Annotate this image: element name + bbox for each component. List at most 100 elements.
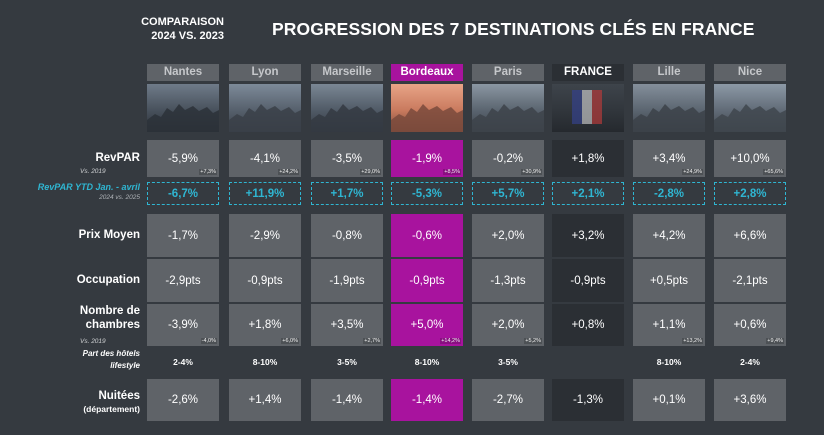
cell-prix-lyon: -2,9% [229,214,301,257]
cell-ytd-nice: +2,8% [714,182,786,205]
vs-2019-label-revpar: Vs. 2019 [80,168,106,175]
column-header-lyon: Lyon [229,64,301,81]
comparison-line-1: COMPARAISON [141,16,224,28]
cell-chambres_2019-paris: +5,2% [524,338,542,344]
column-header-nantes: Nantes [147,64,219,81]
cell-revpar_2019-bordeaux: +8,5% [443,169,461,175]
cell-chambres-paris: +2,0% +5,2% [472,304,544,346]
city-photo-bordeaux [391,84,463,132]
cell-revpar_2019-marseille: +29,0% [360,169,381,175]
cell-occupation-bordeaux: -0,9pts [391,259,463,302]
cell-chambres-lille: +1,1% +13,2% [633,304,705,346]
cell-nuitees-nantes: -2,6% [147,379,219,421]
cell-ytd-bordeaux: -5,3% [391,182,463,205]
column-header-marseille: Marseille [311,64,383,81]
row-label-lifestyle-1: Part des hôtels [82,349,140,358]
row-label-revpar: RevPAR [95,152,140,164]
row-label-ytd: RevPAR YTD Jan. - avril [37,182,140,192]
comparison-label: COMPARAISON 2024 VS. 2023 [120,15,224,43]
cell-occupation-nice: -2,1pts [714,259,786,302]
cell-revpar-lyon: -4,1% +24,2% [229,140,301,177]
cell-chambres-france: +0,8% [552,304,624,346]
cell-chambres_2019-nantes: -4,0% [200,338,217,344]
cell-revpar-marseille: -3,5% +29,0% [311,140,383,177]
cell-lifestyle-lyon: 8-10% [252,357,278,367]
cell-revpar-nantes: -5,9% +7,3% [147,140,219,177]
cell-revpar_2019-lyon: +24,2% [278,169,299,175]
cell-nuitees-paris: -2,7% [472,379,544,421]
cell-occupation-paris: -1,3pts [472,259,544,302]
cell-revpar-paris: -0,2% +30,9% [472,140,544,177]
cell-lifestyle-bordeaux: 8-10% [414,357,440,367]
cell-prix-lille: +4,2% [633,214,705,257]
row-label-chambres-2: chambres [85,319,140,331]
column-header-nice: Nice [714,64,786,81]
city-photo-france [552,84,624,132]
cell-chambres_2019-lyon: +6,0% [281,338,299,344]
cell-prix-france: +3,2% [552,214,624,257]
city-photo-lille [633,84,705,132]
cell-nuitees-marseille: -1,4% [311,379,383,421]
cell-chambres-nantes: -3,9% -4,0% [147,304,219,346]
cell-ytd-france: +2,1% [552,182,624,205]
column-header-lille: Lille [633,64,705,81]
column-header-bordeaux: Bordeaux [391,64,463,81]
row-label-lifestyle-2: lifestyle [110,361,140,370]
cell-lifestyle-nantes: 2-4% [173,357,193,367]
page-title: PROGRESSION DES 7 DESTINATIONS CLÉS EN F… [272,19,755,39]
cell-chambres-marseille: +3,5% +2,7% [311,304,383,346]
cell-nuitees-france: -1,3% [552,379,624,421]
cell-ytd-lille: -2,8% [633,182,705,205]
row-label-nuitees-sub: (département) [83,404,140,414]
cell-chambres_2019-nice: +9,4% [766,338,784,344]
cell-revpar_2019-nantes: +7,3% [199,169,217,175]
city-photo-nice [714,84,786,132]
vs-2019-label-chambres: Vs. 2019 [80,338,106,345]
row-label-chambres-1: Nombre de [79,305,140,317]
row-label-ytd-sub: 2024 vs. 2025 [99,194,140,201]
cell-ytd-marseille: +1,7% [311,182,383,205]
cell-chambres-bordeaux: +5,0% +14,2% [391,304,463,346]
cell-ytd-nantes: -6,7% [147,182,219,205]
cell-revpar-france: +1,8% [552,140,624,177]
cell-revpar_2019-lille: +24,9% [682,169,703,175]
cell-nuitees-bordeaux: -1,4% [391,379,463,421]
cell-chambres_2019-bordeaux: +14,2% [440,338,461,344]
cell-lifestyle-nice: 2-4% [740,357,760,367]
cell-occupation-france: -0,9pts [552,259,624,302]
comparison-line-2: 2024 VS. 2023 [151,30,224,42]
cell-lifestyle-paris: 3-5% [498,357,518,367]
cell-occupation-nantes: -2,9pts [147,259,219,302]
cell-chambres_2019-marseille: +2,7% [363,338,381,344]
column-header-paris: Paris [472,64,544,81]
cell-occupation-lille: +0,5pts [633,259,705,302]
column-header-france: FRANCE [552,64,624,81]
cell-nuitees-lille: +0,1% [633,379,705,421]
cell-chambres-nice: +0,6% +9,4% [714,304,786,346]
row-label-nuitees: Nuitées [98,390,140,402]
cell-lifestyle-lille: 8-10% [656,357,682,367]
cell-occupation-marseille: -1,9pts [311,259,383,302]
cell-nuitees-nice: +3,6% [714,379,786,421]
row-label-occupation: Occupation [76,274,140,286]
city-photo-marseille [311,84,383,132]
cell-revpar_2019-paris: +30,9% [521,169,542,175]
cell-lifestyle-marseille: 3-5% [337,357,357,367]
cell-chambres_2019-lille: +13,2% [682,338,703,344]
cell-chambres-lyon: +1,8% +6,0% [229,304,301,346]
cell-ytd-paris: +5,7% [472,182,544,205]
cell-nuitees-lyon: +1,4% [229,379,301,421]
cell-revpar-nice: +10,0% +65,6% [714,140,786,177]
cell-ytd-lyon: +11,9% [229,182,301,205]
cell-revpar_2019-nice: +65,6% [763,169,784,175]
city-photo-nantes [147,84,219,132]
cell-occupation-lyon: -0,9pts [229,259,301,302]
cell-revpar-bordeaux: -1,9% +8,5% [391,140,463,177]
row-label-prix: Prix Moyen [78,229,140,241]
city-photo-paris [472,84,544,132]
cell-prix-paris: +2,0% [472,214,544,257]
cell-revpar-lille: +3,4% +24,9% [633,140,705,177]
cell-prix-bordeaux: -0,6% [391,214,463,257]
cell-prix-nice: +6,6% [714,214,786,257]
cell-prix-nantes: -1,7% [147,214,219,257]
